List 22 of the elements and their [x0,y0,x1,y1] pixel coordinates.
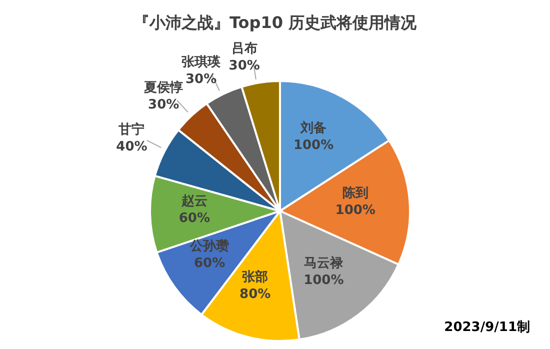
data-label: 60% [178,211,210,226]
slice-label: 张琪瑛 [182,55,222,70]
data-label: 60% [194,256,226,272]
slice-label: 陈到 [342,186,368,201]
chart-title: 『小沛之战』Top10 历史武将使用情况 [133,13,418,32]
slice-label: 吕布 [231,42,258,57]
data-label: 30% [228,58,260,74]
data-label: 100% [293,138,334,154]
data-label: 100% [335,202,376,218]
data-label: 40% [116,140,148,155]
slice-label: 甘宁 [118,122,145,138]
data-label: 30% [148,98,180,113]
data-label: 100% [304,273,344,288]
text: 2023/9/11制 [444,320,530,335]
slice-label: 刘备 [300,120,327,136]
slice-label: 张部 [242,269,268,286]
slice-label: 马云禄 [304,255,344,272]
slice-label: 夏侯惇 [143,80,184,96]
data-label: 80% [240,287,271,302]
data-label: 30% [185,72,217,88]
slice-label: 公孙瓒 [189,239,230,254]
slice-label: 赵云 [180,194,208,210]
